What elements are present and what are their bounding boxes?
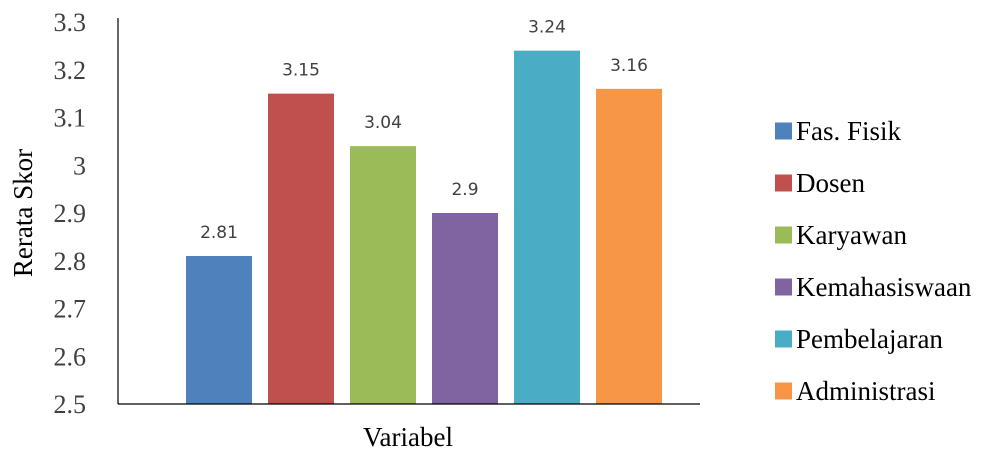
bar-fas-fisik <box>186 255 252 404</box>
y-tick-label: 2.5 <box>54 390 87 419</box>
legend-swatch <box>775 278 792 296</box>
legend-item: Fas. Fisik <box>775 116 902 146</box>
y-tick-label: 2.7 <box>54 295 87 324</box>
legend-swatch <box>775 122 792 140</box>
legend-item: Pembelajaran <box>775 324 943 354</box>
data-label: 2.81 <box>200 223 238 243</box>
legend-item: Karyawan <box>775 220 907 250</box>
y-tick-label: 3.2 <box>54 56 87 85</box>
y-tick-label: 3.1 <box>54 104 87 133</box>
legend: Fas. Fisik Dosen Karyawan Kemahasiswaan Pemb… <box>775 116 972 406</box>
legend-label: Fas. Fisik <box>796 116 902 146</box>
bars <box>186 50 662 405</box>
legend-swatch <box>775 330 792 348</box>
legend-label: Kemahasiswaan <box>796 272 972 302</box>
legend-label: Pembelajaran <box>796 324 943 354</box>
data-labels: 2.81 3.15 3.04 2.9 3.24 3.16 <box>200 18 648 243</box>
legend-swatch <box>775 174 792 192</box>
data-label: 3.15 <box>282 61 320 81</box>
y-tick-label: 2.9 <box>54 199 87 228</box>
bar-dosen <box>268 93 334 404</box>
y-tick-label: 2.8 <box>54 247 87 276</box>
y-tick-label: 2.6 <box>54 342 87 371</box>
bar-administrasi <box>596 88 662 404</box>
y-axis-title: Rerata Skor <box>8 149 38 277</box>
legend-swatch <box>775 382 792 400</box>
legend-item: Administrasi <box>775 376 936 406</box>
legend-label: Administrasi <box>796 376 936 406</box>
data-label: 3.16 <box>610 56 648 76</box>
bar-kemahasiswaan <box>432 213 498 404</box>
legend-label: Karyawan <box>796 220 907 250</box>
legend-label: Dosen <box>796 168 865 198</box>
data-label: 2.9 <box>451 180 478 200</box>
legend-item: Dosen <box>775 168 865 198</box>
bar-pembelajaran <box>514 50 580 405</box>
y-tick-label: 3.3 <box>54 8 87 37</box>
legend-item: Kemahasiswaan <box>775 272 972 302</box>
y-tick-label: 3 <box>73 151 86 180</box>
data-label: 3.04 <box>364 113 402 133</box>
data-label: 3.24 <box>528 18 566 38</box>
bar-karyawan <box>350 146 416 404</box>
y-axis-ticks: 2.5 2.6 2.7 2.8 2.9 3 3.1 3.2 3.3 <box>54 8 87 419</box>
x-axis-title: Variabel <box>363 422 453 452</box>
legend-swatch <box>775 226 792 244</box>
